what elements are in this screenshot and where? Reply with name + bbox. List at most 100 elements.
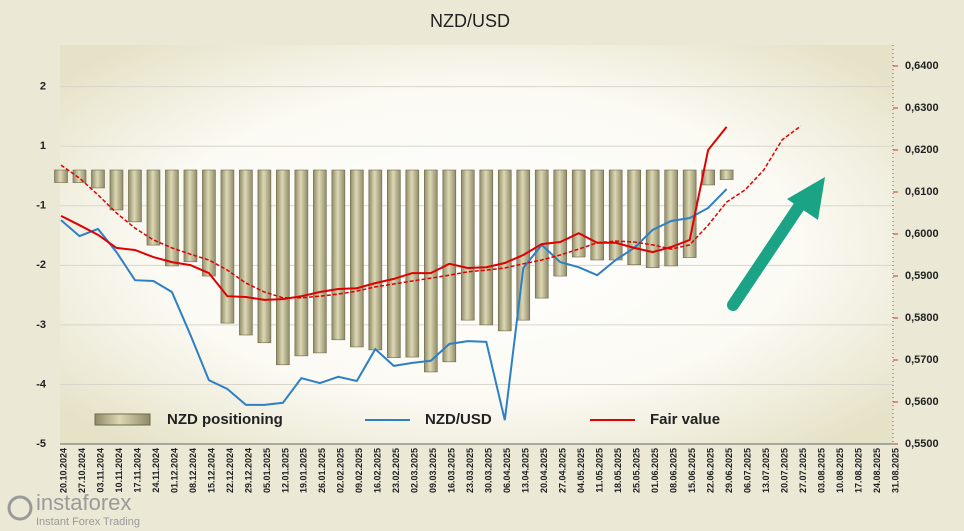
x-tick-label: 20.10.2024 [58,448,68,493]
x-tick-label: 23.03.2025 [465,448,475,493]
x-tick-label: 30.03.2025 [484,448,494,493]
logo-tagline: Instant Forex Trading [36,516,140,528]
x-tick-label: 17.08.2025 [853,448,863,493]
x-tick-label: 02.03.2025 [410,448,420,493]
bar [128,169,142,223]
bar [497,169,512,332]
legend-label: Fair value [650,411,720,428]
x-tick-label: 18.05.2025 [613,448,623,493]
x-tick-label: 08.12.2024 [188,448,198,493]
x-tick-label: 31.08.2025 [890,448,900,493]
x-tick-label: 27.04.2025 [558,448,568,493]
x-tick-label: 24.11.2024 [151,448,161,493]
y2-tick-label: 0,6100 [905,186,939,198]
x-tick-label: 29.06.2025 [724,448,734,493]
bar [257,169,272,344]
bar [313,169,327,354]
y2-tick-label: 0,5800 [905,312,939,324]
x-tick-label: 23.02.2025 [391,448,401,493]
x-tick-label: 10.08.2025 [835,448,845,493]
x-tick-label: 19.01.2025 [299,448,309,493]
x-tick-label: 06.07.2025 [743,448,753,493]
bar [368,169,383,351]
x-tick-label: 29.12.2024 [243,448,253,493]
y2-tick-label: 0,5900 [905,270,939,282]
line [60,126,728,301]
x-tick-label: 09.03.2025 [428,448,438,493]
x-tick-label: 27.07.2025 [798,448,808,493]
y-tick-label: 2 [40,81,46,93]
x-tick-label: 16.03.2025 [447,448,457,493]
logo-brand: instaforex [36,490,131,515]
trend-arrow [727,177,825,311]
y2-tick-label: 0,6300 [905,102,939,114]
x-tick-label: 03.11.2024 [95,448,105,493]
legend-label: NZD/USD [425,411,492,428]
bar [54,169,68,183]
bar [276,169,290,366]
y2-tick-label: 0,6400 [905,60,939,72]
bar [91,169,105,189]
x-tick-label: 25.05.2025 [632,448,642,493]
y-tick-label: -1 [36,200,46,212]
bar [460,169,475,321]
x-tick-label: 13.07.2025 [761,448,771,493]
bar [553,169,568,277]
bar [645,169,660,269]
bar [423,169,438,373]
bar [165,169,179,267]
x-tick-label: 02.02.2025 [336,448,346,493]
bar [146,169,161,246]
x-tick-label: 26.01.2025 [317,448,327,493]
x-tick-label: 13.04.2025 [521,448,531,493]
bar [608,169,623,261]
bar [239,169,253,336]
x-tick-label: 12.01.2025 [280,448,290,493]
bar [664,169,678,267]
x-tick-label: 10.11.2024 [114,448,124,493]
bar [350,169,364,348]
bar [590,169,605,261]
x-tick-label: 20.04.2025 [539,448,549,493]
bar [331,169,346,341]
x-tick-label: 05.01.2025 [262,448,272,493]
x-tick-label: 11.05.2025 [595,448,605,493]
y-tick-label: -2 [36,259,46,271]
bar [183,169,198,263]
x-tick-label: 24.08.2025 [872,448,882,493]
y-tick-label: 1 [40,140,46,152]
x-tick-label: 08.06.2025 [669,448,679,493]
chart-title: NZD/USD [430,11,510,31]
bar [719,169,734,180]
bar [516,169,531,321]
x-tick-label: 16.02.2025 [373,448,383,493]
x-tick-label: 03.08.2025 [816,448,826,493]
x-tick-label: 09.02.2025 [354,448,364,493]
x-tick-label: 15.12.2024 [206,448,216,493]
bar [220,169,235,324]
y2-tick-label: 0,6200 [905,144,939,156]
x-tick-label: 22.12.2024 [225,448,235,493]
x-tick-label: 15.06.2025 [687,448,697,493]
x-tick-label: 22.06.2025 [706,448,716,493]
line [60,188,728,421]
y2-tick-label: 0,5600 [905,396,939,408]
bar [534,169,549,299]
x-tick-label: 20.07.2025 [779,448,789,493]
dashed-line [60,125,802,299]
bar [202,169,216,277]
bar [627,169,641,266]
x-tick-label: 17.11.2024 [132,448,142,493]
bar [294,169,309,357]
x-tick-label: 01.06.2025 [650,448,660,493]
bar [109,169,124,211]
y-tick-label: -3 [36,319,46,331]
bar [479,169,494,326]
bar [387,169,401,358]
x-tick-label: 06.04.2025 [502,448,512,493]
x-tick-label: 27.10.2024 [77,448,87,493]
x-tick-label: 04.05.2025 [576,448,586,493]
y2-tick-label: 0,5500 [905,438,939,450]
plot-area [60,45,893,444]
logo: instaforex Instant Forex Trading [7,490,140,528]
